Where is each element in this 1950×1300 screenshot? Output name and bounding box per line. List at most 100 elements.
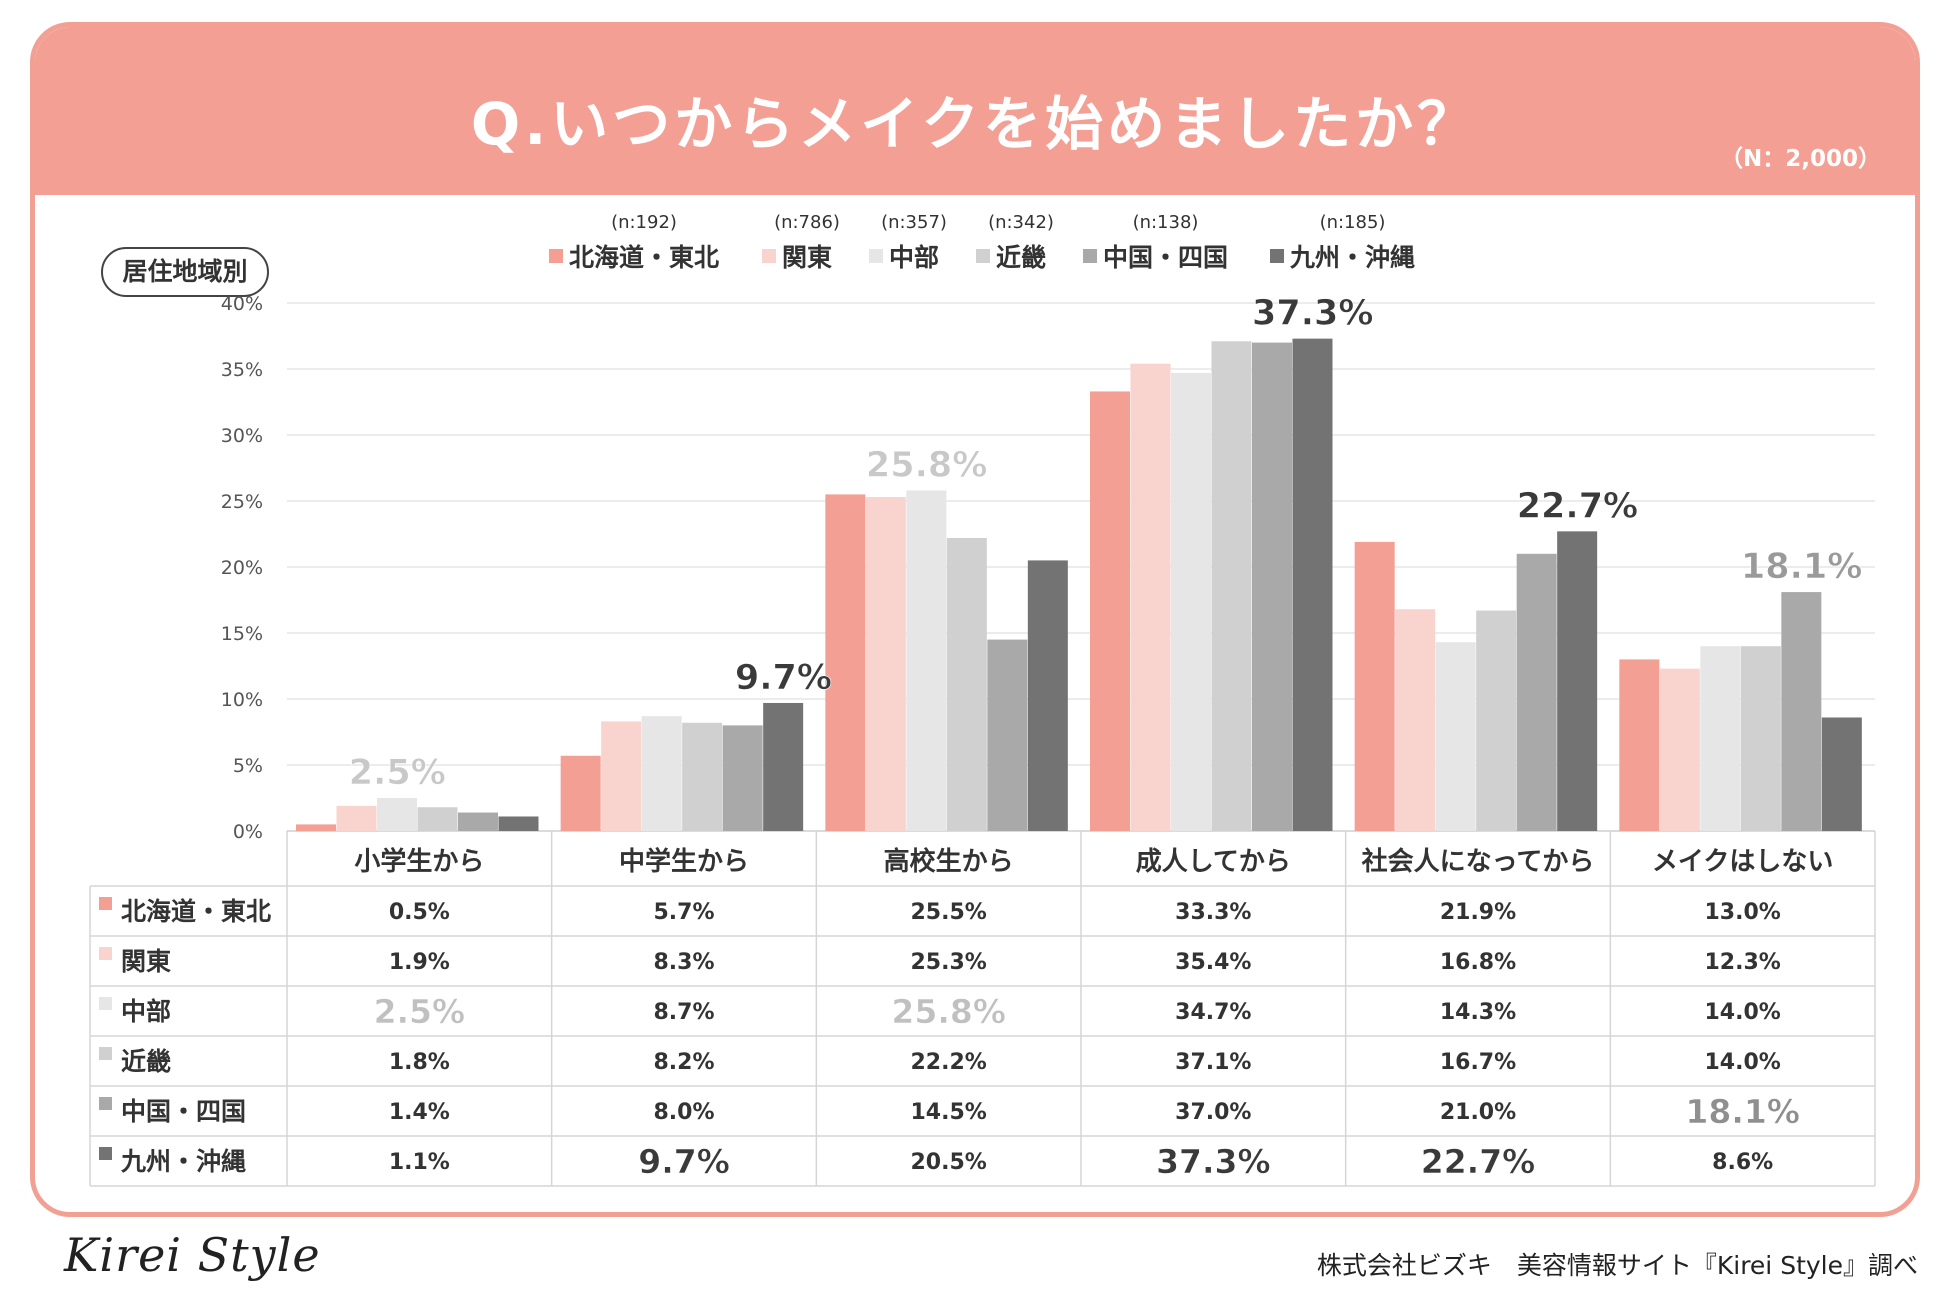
- table-cell: 20.5%: [911, 1150, 987, 1175]
- row-label: 中部: [121, 997, 171, 1026]
- peak-value-label: 25.8%: [866, 445, 987, 485]
- legend-label: 関東: [782, 243, 833, 272]
- table-cell: 35.4%: [1175, 950, 1251, 975]
- table-cell: 25.5%: [911, 900, 987, 925]
- bar: [377, 798, 417, 831]
- row-swatch: [99, 897, 112, 910]
- y-tick-label: 25%: [221, 491, 263, 513]
- bar: [560, 755, 601, 831]
- legend-label: 中国・四国: [1103, 243, 1229, 272]
- peak-value-label: 22.7%: [1517, 486, 1638, 526]
- row-swatch: [99, 1047, 112, 1060]
- bar: [1619, 659, 1660, 831]
- table-cell: 33.3%: [1175, 900, 1251, 925]
- table-cell: 21.0%: [1440, 1100, 1516, 1125]
- y-tick-label: 35%: [221, 359, 263, 381]
- table-cell: 8.7%: [653, 1000, 714, 1025]
- bar: [417, 807, 458, 831]
- bar: [1027, 560, 1068, 831]
- row-label: 九州・沖縄: [120, 1147, 246, 1176]
- table-cell-highlight: 22.7%: [1421, 1142, 1536, 1181]
- table-cell-highlight: 2.5%: [374, 992, 466, 1031]
- table-cell: 16.8%: [1440, 950, 1516, 975]
- category-label: 成人してから: [1136, 847, 1291, 877]
- peak-value-label: 37.3%: [1252, 294, 1373, 334]
- table-cell: 1.1%: [389, 1150, 450, 1175]
- y-tick-label: 40%: [221, 293, 263, 315]
- category-label: メイクはしない: [1652, 847, 1833, 877]
- source-credit: 株式会社ビズキ 美容情報サイト『Kirei Style』調べ: [1316, 1251, 1918, 1280]
- row-swatch: [99, 947, 112, 960]
- bar: [1659, 668, 1700, 831]
- bar: [865, 497, 906, 831]
- bar: [641, 716, 682, 831]
- legend-label: 九州・沖縄: [1290, 243, 1416, 272]
- legend-sample-size: (n:342): [988, 212, 1054, 233]
- bar: [1476, 610, 1517, 831]
- category-label: 高校生から: [884, 846, 1014, 877]
- row-label: 関東: [121, 947, 171, 976]
- table-cell-highlight: 37.3%: [1156, 1142, 1271, 1181]
- bar: [1557, 531, 1598, 831]
- table-cell: 1.9%: [389, 950, 450, 975]
- legend-label: 北海道・東北: [569, 243, 720, 272]
- table-cell: 21.9%: [1440, 900, 1516, 925]
- legend-swatch: [1083, 249, 1097, 263]
- legend-label: 近畿: [996, 243, 1047, 272]
- table-cell: 14.3%: [1440, 1000, 1516, 1025]
- legend-swatch: [869, 249, 883, 263]
- title-banner: Q.いつからメイクを始めましたか？ （N：2,000）: [35, 27, 1915, 195]
- row-swatch: [99, 997, 112, 1010]
- legend-swatch: [976, 249, 990, 263]
- sample-size: （N：2,000）: [1720, 146, 1881, 172]
- peak-value-label: 2.5%: [349, 753, 446, 793]
- table-cell: 34.7%: [1175, 1000, 1251, 1025]
- region-badge: 居住地域別: [101, 247, 269, 297]
- bar: [946, 537, 987, 831]
- table-cell: 12.3%: [1705, 950, 1781, 975]
- legend-sample-size: (n:192): [611, 212, 677, 233]
- category-label: 社会人になってから: [1362, 846, 1595, 877]
- bar: [1395, 609, 1436, 831]
- survey-card: Q.いつからメイクを始めましたか？ （N：2,000） 居住地域別: [30, 22, 1920, 1217]
- table-cell-highlight: 18.1%: [1685, 1092, 1800, 1131]
- table-cell: 22.2%: [911, 1050, 987, 1075]
- bar: [906, 490, 947, 831]
- bar: [1781, 592, 1822, 831]
- peak-value-label: 9.7%: [735, 658, 832, 698]
- table-cell: 14.0%: [1705, 1050, 1781, 1075]
- bar: [601, 721, 642, 831]
- bar: [1090, 391, 1130, 831]
- bar: [1516, 553, 1557, 831]
- legend-swatch: [762, 249, 776, 263]
- category-label: 小学生から: [354, 846, 484, 877]
- table-cell: 1.8%: [389, 1050, 450, 1075]
- table-cell: 8.6%: [1712, 1150, 1773, 1175]
- bar: [1252, 342, 1292, 831]
- table-cell: 14.0%: [1705, 1000, 1781, 1025]
- bar: [1435, 642, 1476, 831]
- category-label: 中学生から: [619, 846, 749, 877]
- legend-sample-size: (n:357): [881, 212, 947, 233]
- legend-label: 中部: [889, 243, 940, 272]
- bar: [1700, 646, 1741, 831]
- table-cell: 37.0%: [1175, 1100, 1251, 1125]
- table-cell: 0.5%: [389, 900, 450, 925]
- bar: [763, 702, 804, 831]
- table-cell: 8.0%: [653, 1100, 714, 1125]
- table-cell: 16.7%: [1440, 1050, 1516, 1075]
- chart-title: Q.いつからメイクを始めましたか？: [470, 90, 1480, 158]
- table-cell: 14.5%: [911, 1100, 987, 1125]
- table-cell-highlight: 9.7%: [638, 1142, 730, 1181]
- legend-sample-size: (n:786): [774, 212, 840, 233]
- legend-sample-size: (n:185): [1319, 212, 1386, 233]
- row-swatch: [99, 1147, 112, 1160]
- table-cell: 37.1%: [1175, 1050, 1251, 1075]
- bar: [1171, 372, 1211, 831]
- y-tick-label: 20%: [221, 557, 263, 579]
- legend-swatch: [1270, 249, 1284, 263]
- y-tick-label: 15%: [221, 623, 263, 645]
- bar: [825, 494, 866, 831]
- row-label: 北海道・東北: [121, 897, 271, 926]
